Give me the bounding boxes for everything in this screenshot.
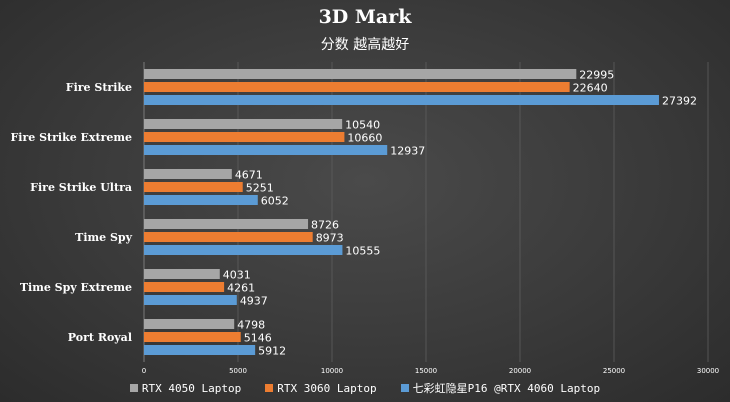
data-label-s1-c5: 4031 bbox=[223, 269, 251, 282]
legend-swatch-series-2 bbox=[265, 384, 274, 392]
bar-s1-c4 bbox=[144, 219, 309, 229]
legend: RTX 4050 Laptop RTX 3060 Laptop 七彩虹隐星P16… bbox=[0, 380, 730, 396]
data-label-s2-c6: 5146 bbox=[244, 332, 272, 345]
bar-s3-c1 bbox=[144, 95, 659, 105]
legend-item-series-3: 七彩虹隐星P16 @RTX 4060 Laptop bbox=[400, 380, 601, 396]
category-label-1: Fire Strike Extreme bbox=[10, 131, 132, 144]
data-label-s3-c3: 6052 bbox=[261, 195, 289, 208]
bar-s1-c1 bbox=[144, 69, 577, 79]
data-label-s3-c4: 10555 bbox=[345, 245, 380, 258]
bar-s3-c3 bbox=[144, 195, 258, 205]
bar-s2-c5 bbox=[144, 282, 225, 292]
bar-s2-c4 bbox=[144, 232, 313, 242]
chart-subtitle: 分数 越高越好 bbox=[320, 37, 410, 53]
legend-label-series-2: RTX 3060 Laptop bbox=[277, 381, 377, 395]
data-label-s3-c1: 27392 bbox=[662, 95, 697, 108]
data-label-s1-c3: 4671 bbox=[235, 169, 263, 182]
x-tick-label-1: 5000 bbox=[229, 367, 247, 375]
category-label-2: Fire Strike Ultra bbox=[30, 181, 132, 194]
legend-swatch-series-1 bbox=[129, 384, 138, 392]
bar-s1-c6 bbox=[144, 319, 235, 329]
legend-label-series-1: RTX 4050 Laptop bbox=[141, 381, 242, 395]
data-label-s1-c4: 8726 bbox=[311, 219, 339, 232]
x-tick-label-3: 15000 bbox=[415, 367, 437, 375]
category-label-4: Time Spy Extreme bbox=[20, 281, 132, 294]
bar-s2-c3 bbox=[144, 182, 243, 192]
chart-title: 3D Mark bbox=[318, 6, 412, 28]
data-label-s2-c1: 22640 bbox=[573, 82, 608, 95]
data-label-s2-c2: 10660 bbox=[347, 132, 382, 145]
data-label-s1-c1: 22995 bbox=[579, 69, 614, 82]
category-label-0: Fire Strike bbox=[66, 81, 132, 94]
category-label-5: Port Royal bbox=[68, 331, 132, 344]
bar-s1-c3 bbox=[144, 169, 232, 179]
data-label-s3-c6: 5912 bbox=[258, 345, 286, 358]
legend-label-series-3: 七彩虹隐星P16 @RTX 4060 Laptop bbox=[412, 382, 601, 395]
bar-s3-c2 bbox=[144, 145, 388, 155]
legend-swatch-series-3 bbox=[400, 384, 409, 392]
bar-s2-c6 bbox=[144, 332, 241, 342]
data-label-s1-c2: 10540 bbox=[345, 119, 380, 132]
legend-item-series-1: RTX 4050 Laptop bbox=[129, 380, 242, 396]
x-tick-label-2: 10000 bbox=[321, 367, 343, 375]
bar-s1-c2 bbox=[144, 119, 343, 129]
bar-s3-c5 bbox=[144, 295, 237, 305]
x-tick-label-4: 20000 bbox=[509, 367, 531, 375]
bar-s2-c1 bbox=[144, 82, 570, 92]
data-label-s1-c6: 4798 bbox=[237, 319, 265, 332]
x-tick-label-0: 0 bbox=[142, 367, 146, 375]
legend-item-series-2: RTX 3060 Laptop bbox=[265, 380, 377, 396]
bar-s3-c6 bbox=[144, 345, 256, 355]
category-label-3: Time Spy bbox=[75, 231, 132, 244]
bar-s1-c5 bbox=[144, 269, 220, 279]
x-tick-label-6: 30000 bbox=[697, 367, 719, 375]
data-label-s2-c5: 4261 bbox=[227, 282, 255, 295]
bar-s3-c4 bbox=[144, 245, 343, 255]
data-label-s2-c3: 5251 bbox=[246, 182, 274, 195]
data-label-s3-c5: 4937 bbox=[240, 295, 268, 308]
x-tick-label-5: 25000 bbox=[603, 367, 625, 375]
bar-s2-c2 bbox=[144, 132, 345, 142]
data-label-s2-c4: 8973 bbox=[316, 232, 344, 245]
data-label-s3-c2: 12937 bbox=[390, 145, 425, 158]
